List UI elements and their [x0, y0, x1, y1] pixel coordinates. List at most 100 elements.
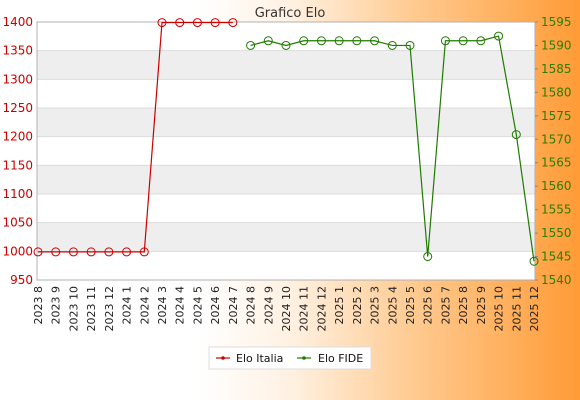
data-point-elo-fide	[423, 252, 433, 262]
grid-band	[37, 108, 535, 137]
data-point-elo-italia	[210, 18, 220, 28]
data-point-elo-italia	[33, 247, 43, 257]
x-tick-label: 2025 8	[457, 286, 470, 325]
x-tick-label: 2025 10	[493, 286, 506, 332]
data-point-elo-fide	[370, 36, 380, 46]
x-tick-label: 2023 9	[50, 286, 63, 325]
grid-band	[37, 165, 535, 194]
x-tick-label: 2025 2	[351, 286, 364, 325]
y-left-tick-label: 1100	[2, 187, 33, 201]
y-right-tick-label: 1590	[541, 38, 572, 52]
data-point-elo-italia	[139, 247, 149, 257]
y-right-tick-label: 1575	[541, 109, 572, 123]
y-left-tick-label: 1000	[2, 244, 33, 258]
series-elo-italia	[33, 18, 238, 257]
y-left-tick-label: 950	[10, 273, 33, 287]
y-right-tick-label: 1565	[541, 156, 572, 170]
y-right-tick-label: 1540	[541, 273, 572, 287]
y-right-tick-label: 1585	[541, 62, 572, 76]
data-point-elo-italia	[157, 18, 167, 28]
x-tick-label: 2024 7	[227, 286, 240, 325]
data-point-elo-italia	[104, 247, 114, 257]
data-point-elo-italia	[122, 247, 132, 257]
y-right-tick-label: 1550	[541, 226, 572, 240]
y-left-tick-label: 1050	[2, 216, 33, 230]
x-tick-label: 2025 7	[439, 286, 452, 325]
x-tick-label: 2023 10	[67, 286, 80, 332]
x-tick-label: 2025 9	[475, 286, 488, 325]
data-point-elo-fide	[511, 130, 521, 140]
series-line-elo-fide	[250, 35, 535, 262]
data-point-elo-italia	[51, 247, 61, 257]
y-left-tick-label: 1350	[2, 44, 33, 58]
data-point-elo-italia	[228, 18, 238, 28]
y-right-tick-label: 1570	[541, 132, 572, 146]
data-point-elo-italia	[68, 247, 78, 257]
x-tick-label: 2024 1	[121, 286, 134, 325]
x-tick-label: 2024 3	[156, 286, 169, 325]
y-left-tick-label: 1200	[2, 130, 33, 144]
legend-box	[208, 346, 372, 370]
y-left-tick-label: 1300	[2, 72, 33, 86]
data-point-elo-fide	[440, 36, 450, 46]
grid-band	[37, 222, 535, 252]
legend-item-elo-fide: Elo FIDE	[297, 352, 363, 365]
x-tick-label: 2023 8	[32, 286, 45, 325]
y-left-tick-label: 1400	[2, 15, 33, 29]
data-point-elo-italia	[175, 18, 185, 28]
chart-title: Grafico Elo	[255, 6, 326, 21]
data-point-elo-fide	[494, 31, 504, 41]
data-point-elo-fide	[405, 40, 415, 50]
data-point-elo-fide	[246, 40, 256, 50]
data-point-elo-fide	[281, 40, 291, 50]
y-left-tick-label: 1150	[2, 158, 33, 172]
x-tick-label: 2025 12	[528, 286, 541, 332]
x-tick-label: 2025 11	[510, 286, 523, 332]
series-elo-fide	[246, 31, 539, 266]
x-tick-label: 2024 4	[174, 286, 187, 325]
x-tick-label: 2025 1	[333, 286, 346, 325]
legend-marker-elo-fide	[302, 356, 306, 360]
legend: Elo Italia Elo FIDE	[208, 346, 372, 370]
data-point-elo-fide	[529, 256, 539, 266]
x-tick-label: 2023 12	[103, 286, 116, 332]
y-right-tick-label: 1545	[541, 250, 572, 264]
x-tick-label: 2024 8	[245, 286, 258, 325]
data-point-elo-fide	[352, 36, 362, 46]
x-tick-label: 2024 10	[280, 286, 293, 332]
y-right-tick-label: 1560	[541, 179, 572, 193]
data-point-elo-italia	[192, 18, 202, 28]
data-point-elo-fide	[334, 36, 344, 46]
data-point-elo-fide	[387, 40, 397, 50]
legend-item-elo-italia: Elo Italia	[216, 352, 283, 365]
y-left-tick-label: 1250	[2, 101, 33, 115]
x-tick-label: 2024 5	[191, 286, 204, 325]
x-tick-label: 2023 11	[85, 286, 98, 332]
grid-band	[37, 50, 535, 80]
x-tick-label: 2025 6	[422, 286, 435, 325]
x-tick-label: 2024 6	[209, 286, 222, 325]
data-point-elo-fide	[299, 36, 309, 46]
legend-marker-elo-italia	[221, 356, 225, 360]
legend-label-elo-italia: Elo Italia	[236, 352, 283, 365]
x-tick-label: 2024 11	[298, 286, 311, 332]
series-line-elo-italia	[38, 21, 233, 253]
plot-border	[36, 21, 536, 281]
y-right-tick-label: 1595	[541, 15, 572, 29]
x-tick-label: 2024 9	[262, 286, 275, 325]
legend-label-elo-fide: Elo FIDE	[318, 352, 363, 365]
x-tick-label: 2025 3	[369, 286, 382, 325]
data-point-elo-fide	[476, 36, 486, 46]
data-point-elo-italia	[86, 247, 96, 257]
y-right-tick-label: 1580	[541, 85, 572, 99]
data-point-elo-fide	[458, 36, 468, 46]
data-point-elo-fide	[263, 36, 273, 46]
x-tick-label: 2025 5	[404, 286, 417, 325]
x-tick-label: 2024 2	[138, 286, 151, 325]
x-tick-label: 2024 12	[315, 286, 328, 332]
y-right-tick-label: 1555	[541, 203, 572, 217]
x-tick-label: 2025 4	[386, 286, 399, 325]
data-point-elo-fide	[316, 36, 326, 46]
